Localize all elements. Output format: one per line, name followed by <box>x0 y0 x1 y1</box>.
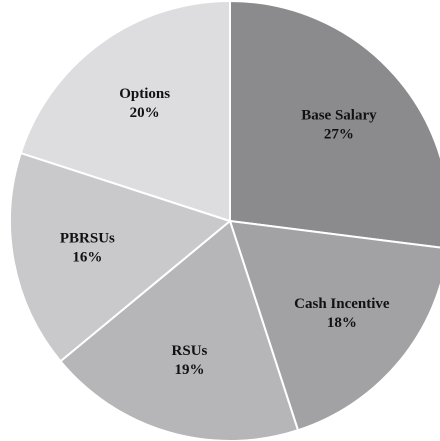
pie-slice <box>9 151 233 363</box>
slice-value-label: 18% <box>327 315 357 331</box>
slice-value-label: 16% <box>72 250 102 266</box>
pie-slice <box>19 0 231 223</box>
pie-slice <box>59 219 300 441</box>
slice-label: Base Salary <box>301 107 377 123</box>
slice-value-label: 19% <box>174 362 204 378</box>
slice-label: Options <box>119 86 170 102</box>
pie-slice <box>228 219 440 432</box>
slice-value-label: 27% <box>324 126 354 142</box>
slice-value-label: 20% <box>130 105 160 121</box>
slice-label: RSUs <box>172 343 208 359</box>
pie-slice <box>229 0 440 249</box>
slice-label: PBRSUs <box>60 231 115 247</box>
slice-label: Cash Incentive <box>294 296 390 312</box>
